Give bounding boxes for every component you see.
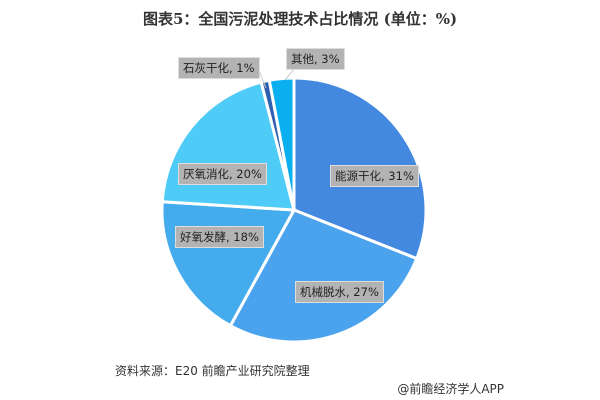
data-label: 石灰干化, 1% bbox=[178, 57, 260, 79]
pie-slice-6 bbox=[267, 76, 296, 211]
data-label: 好氧发酵, 18% bbox=[175, 226, 264, 248]
data-label: 其他, 3% bbox=[286, 48, 345, 70]
data-label: 能源干化, 31% bbox=[330, 165, 419, 187]
data-label: 机械脱水, 27% bbox=[295, 281, 384, 303]
data-label: 厌氧消化, 20% bbox=[178, 163, 267, 185]
credit-note: @前瞻经济学人APP bbox=[397, 382, 504, 396]
chart-title: 图表5：全国污泥处理技术占比情况 (单位：%) bbox=[142, 10, 458, 28]
source-note: 资料来源：E20 前瞻产业研究院整理 bbox=[115, 364, 310, 378]
